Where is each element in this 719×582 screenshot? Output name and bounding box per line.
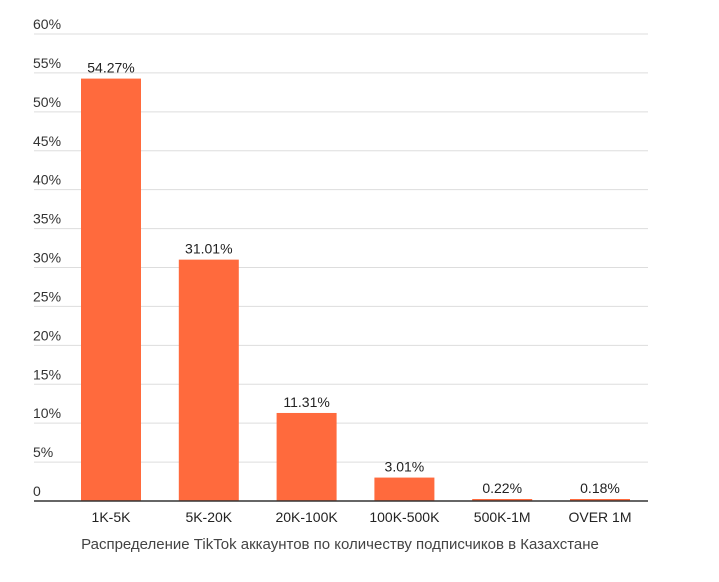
- x-axis-categories: 1K-5K 5K-20K 20K-100K 100K-500K 500K-1M OVER …: [92, 509, 632, 525]
- y-tick-label: 10%: [33, 405, 61, 421]
- bar-value-label: 31.01%: [185, 241, 232, 257]
- bar: [374, 477, 435, 501]
- bar-value-label: 3.01%: [385, 459, 425, 475]
- y-axis-ticks: 0 5% 10% 15% 20% 25% 30% 35% 40% 45% 50% 55% 60%: [33, 16, 61, 499]
- y-tick-label: 5%: [33, 444, 53, 460]
- bar: [178, 259, 239, 501]
- y-tick-label: 60%: [33, 16, 61, 32]
- x-category-label: 100K-500K: [369, 509, 440, 525]
- y-tick-label: 55%: [33, 55, 61, 71]
- bar-value-label: 0.18%: [580, 480, 620, 496]
- y-tick-label: 20%: [33, 327, 61, 343]
- bar-value-label: 0.22%: [482, 480, 522, 496]
- y-tick-label: 40%: [33, 172, 61, 188]
- bar: [472, 499, 533, 501]
- bar: [81, 78, 141, 501]
- y-tick-label: 15%: [33, 366, 61, 382]
- y-tick-label: 50%: [33, 94, 61, 110]
- y-tick-label: 45%: [33, 133, 61, 149]
- data-labels: 54.27% 31.01% 11.31% 3.01% 0.22% 0.18%: [87, 60, 620, 496]
- y-tick-label: 30%: [33, 250, 61, 266]
- bar: [570, 499, 630, 501]
- y-tick-label: 35%: [33, 211, 61, 227]
- chart-caption: Распределение TikTok аккаунтов по количе…: [81, 536, 599, 553]
- x-category-label: 5K-20K: [185, 509, 232, 525]
- x-category-label: 20K-100K: [275, 509, 338, 525]
- bar-value-label: 11.31%: [283, 394, 329, 410]
- x-category-label: OVER 1M: [568, 509, 631, 525]
- x-category-label: 1K-5K: [92, 509, 132, 525]
- y-tick-label: 0: [33, 483, 41, 499]
- x-category-label: 500K-1M: [474, 509, 531, 525]
- bar-value-label: 54.27%: [87, 60, 134, 76]
- y-tick-label: 25%: [33, 288, 61, 304]
- bar: [276, 412, 337, 501]
- bars: [81, 78, 630, 501]
